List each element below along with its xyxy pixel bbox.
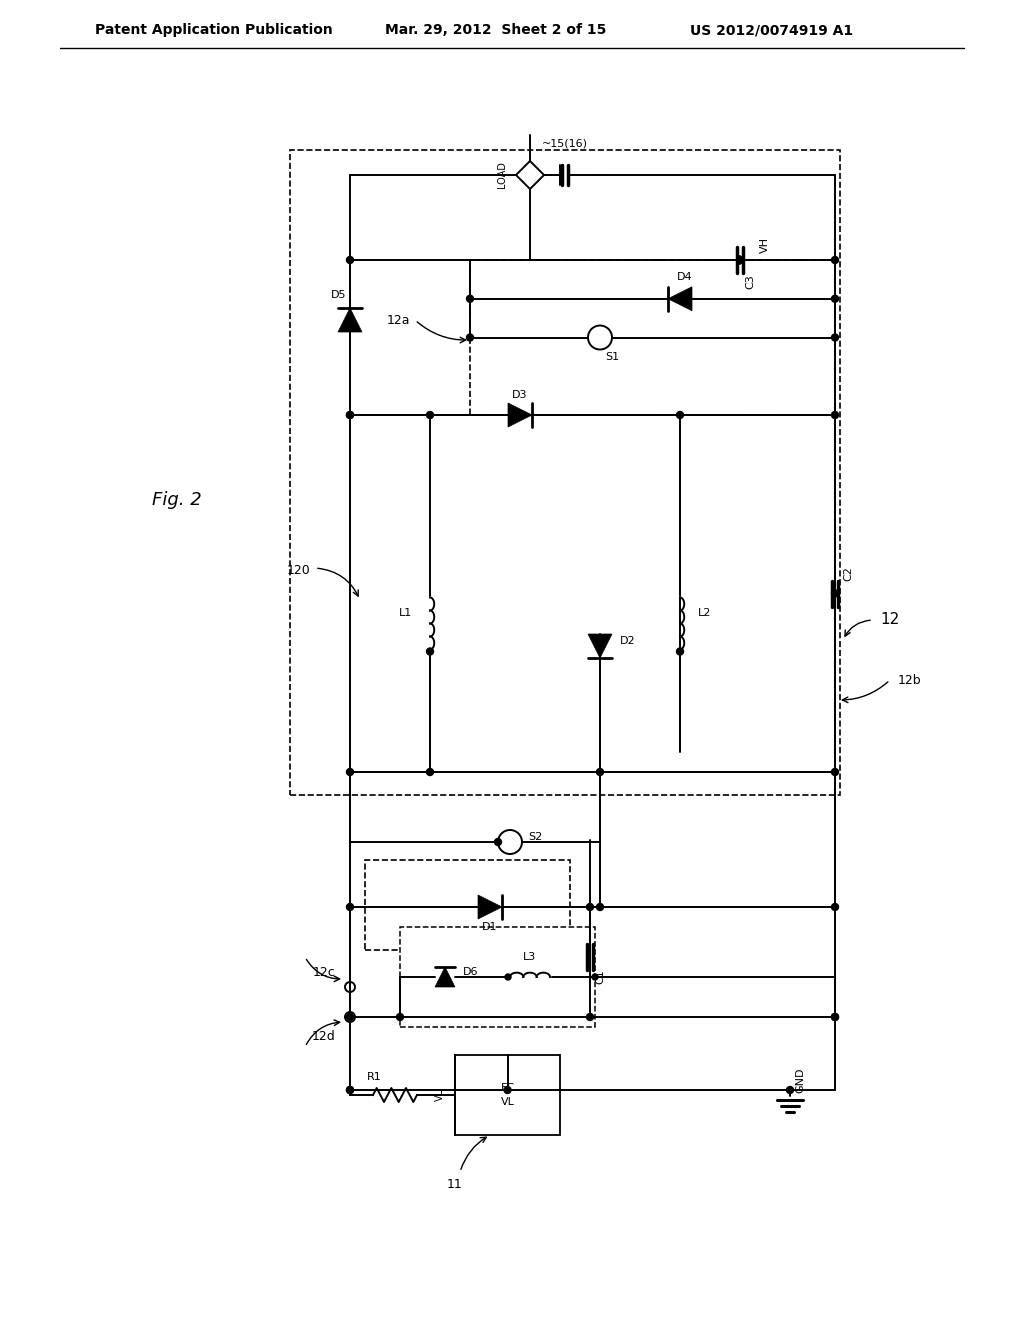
Text: D3: D3 — [512, 389, 527, 400]
Text: 120: 120 — [287, 564, 310, 577]
Circle shape — [345, 1012, 355, 1022]
Text: VL: VL — [501, 1097, 514, 1107]
Circle shape — [831, 412, 839, 418]
Circle shape — [831, 296, 839, 302]
Circle shape — [831, 1014, 839, 1020]
Bar — [365, 861, 570, 950]
Text: 12: 12 — [880, 612, 899, 627]
Circle shape — [467, 296, 473, 302]
Text: R1: R1 — [367, 1072, 382, 1082]
Text: D2: D2 — [620, 636, 636, 645]
Circle shape — [677, 412, 683, 418]
Text: L2: L2 — [698, 609, 712, 619]
Circle shape — [498, 830, 522, 854]
Text: ~15(16): ~15(16) — [542, 139, 588, 148]
Text: D5: D5 — [331, 290, 346, 300]
Circle shape — [736, 256, 743, 264]
Circle shape — [592, 974, 598, 979]
Circle shape — [505, 974, 511, 979]
Circle shape — [786, 1086, 794, 1093]
Circle shape — [831, 1014, 839, 1020]
Polygon shape — [338, 308, 362, 333]
Bar — [470, 260, 835, 414]
Text: GND: GND — [795, 1068, 805, 1093]
Text: S2: S2 — [528, 832, 543, 842]
Text: VL: VL — [435, 1089, 445, 1101]
Circle shape — [345, 982, 355, 993]
Circle shape — [346, 256, 353, 264]
Circle shape — [346, 412, 353, 418]
Circle shape — [427, 648, 433, 655]
Text: 12d: 12d — [311, 1031, 335, 1044]
Bar — [290, 150, 840, 795]
Circle shape — [588, 326, 612, 350]
Text: S1: S1 — [605, 352, 620, 363]
Text: Fig. 2: Fig. 2 — [152, 491, 202, 510]
Text: D1: D1 — [482, 921, 498, 932]
Circle shape — [597, 903, 603, 911]
Text: D6: D6 — [463, 968, 478, 977]
Circle shape — [346, 1086, 353, 1093]
Bar — [350, 414, 835, 772]
Circle shape — [831, 256, 839, 264]
Circle shape — [677, 648, 683, 655]
Bar — [400, 927, 595, 1027]
Text: C1: C1 — [595, 970, 605, 985]
Circle shape — [346, 768, 353, 776]
Text: Patent Application Publication: Patent Application Publication — [95, 22, 333, 37]
Circle shape — [831, 768, 839, 776]
Circle shape — [427, 768, 433, 776]
Bar — [455, 1055, 560, 1135]
Circle shape — [831, 903, 839, 911]
Text: C2: C2 — [843, 566, 853, 581]
Polygon shape — [588, 634, 612, 657]
Circle shape — [831, 334, 839, 341]
Text: LOAD: LOAD — [497, 161, 507, 189]
Polygon shape — [508, 403, 532, 426]
Text: US 2012/0074919 A1: US 2012/0074919 A1 — [690, 22, 853, 37]
Circle shape — [504, 1086, 511, 1093]
Circle shape — [597, 768, 603, 776]
Circle shape — [346, 1014, 353, 1020]
Text: VH: VH — [760, 238, 770, 253]
Text: 12c: 12c — [312, 965, 335, 978]
Polygon shape — [478, 895, 502, 919]
Text: Mar. 29, 2012  Sheet 2 of 15: Mar. 29, 2012 Sheet 2 of 15 — [385, 22, 606, 37]
Circle shape — [346, 412, 353, 418]
Circle shape — [427, 412, 433, 418]
Text: L1: L1 — [398, 609, 412, 619]
Circle shape — [467, 334, 473, 341]
Text: L3: L3 — [523, 952, 537, 962]
Text: 11: 11 — [447, 1179, 463, 1192]
Polygon shape — [668, 286, 692, 310]
Circle shape — [587, 903, 594, 911]
Text: C3: C3 — [745, 275, 755, 289]
Circle shape — [831, 590, 839, 597]
Text: 12b: 12b — [898, 673, 922, 686]
Circle shape — [346, 1086, 353, 1093]
Text: 12a: 12a — [386, 314, 410, 326]
Circle shape — [346, 903, 353, 911]
Text: D4: D4 — [677, 272, 693, 281]
Polygon shape — [516, 161, 544, 189]
Text: FC: FC — [501, 1082, 515, 1093]
Polygon shape — [435, 968, 455, 987]
Circle shape — [396, 1014, 403, 1020]
Circle shape — [495, 838, 502, 846]
Circle shape — [587, 1014, 594, 1020]
